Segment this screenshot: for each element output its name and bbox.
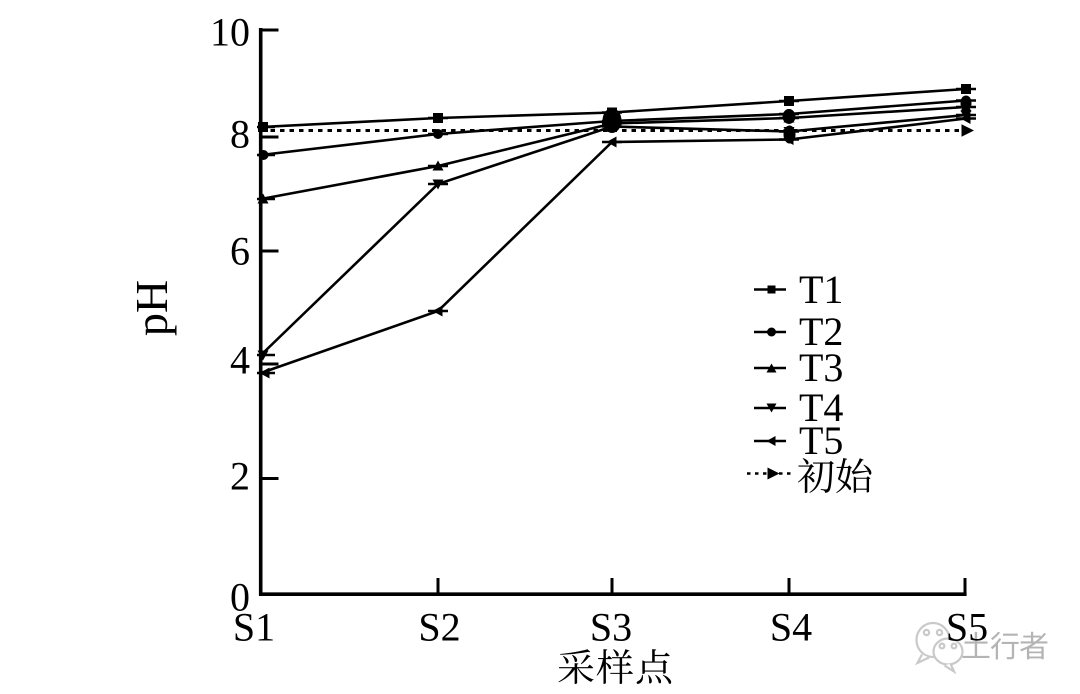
svg-text:10: 10	[210, 10, 250, 55]
svg-text:S3: S3	[590, 605, 632, 650]
svg-text:pH: pH	[126, 280, 177, 336]
svg-text:S2: S2	[418, 605, 460, 650]
svg-text:6: 6	[230, 229, 250, 274]
svg-text:T4: T4	[799, 385, 843, 430]
svg-text:T5: T5	[799, 418, 843, 463]
svg-text:T2: T2	[799, 309, 843, 354]
svg-text:4: 4	[230, 338, 250, 383]
svg-text:S5: S5	[946, 605, 988, 650]
svg-text:0: 0	[230, 575, 250, 620]
svg-text:2: 2	[230, 454, 250, 499]
svg-text:T3: T3	[799, 345, 843, 390]
svg-text:T1: T1	[799, 267, 843, 312]
svg-text:S1: S1	[233, 605, 275, 650]
svg-text:8: 8	[230, 112, 250, 157]
svg-text:S4: S4	[770, 605, 812, 650]
